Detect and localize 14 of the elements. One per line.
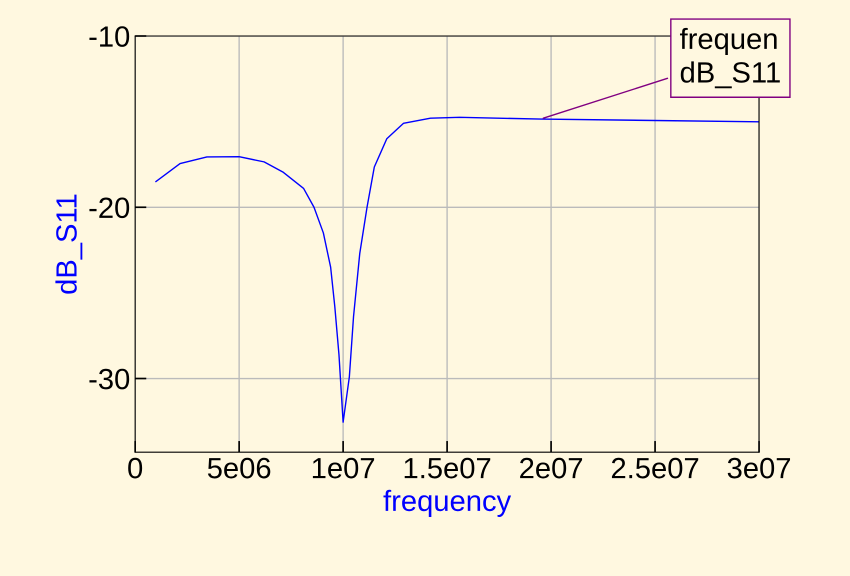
x-tick-label: 2.5e07 <box>612 458 698 478</box>
x-tick-label: 2e07 <box>520 458 582 478</box>
x-tick-label: 5e06 <box>208 458 270 478</box>
x-axis-title: frequency <box>383 490 512 517</box>
line-series <box>155 116 760 423</box>
y-axis-title: dB_S11 <box>55 194 82 294</box>
x-tick-label: 3e07 <box>728 458 790 478</box>
annotation: frequen dB_S11 <box>680 28 780 88</box>
y-tick-label: -30 <box>89 368 130 390</box>
y-tick-label: -20 <box>89 197 130 218</box>
y-tick-label: -10 <box>89 26 130 47</box>
x-tick-label: 1e07 <box>312 458 374 478</box>
x-tick-label: 0 <box>128 458 142 478</box>
x-tick-label: 1.5e07 <box>404 458 490 478</box>
